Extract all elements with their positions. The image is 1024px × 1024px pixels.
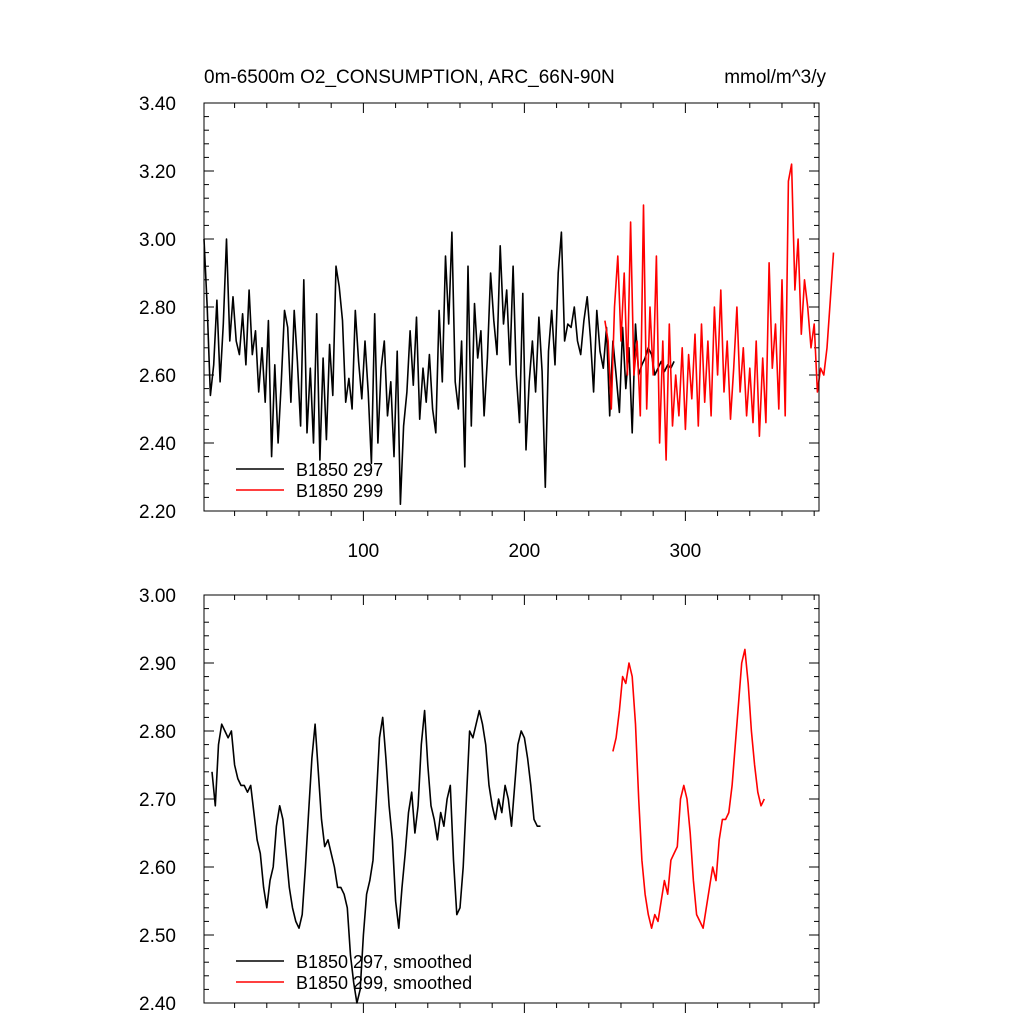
legend-label: B1850 299, smoothed xyxy=(296,973,472,993)
y-tick-label: 2.80 xyxy=(139,722,176,743)
top-plot-frame xyxy=(203,102,820,512)
y-tick-label: 3.00 xyxy=(139,586,176,607)
series-line xyxy=(604,163,835,461)
chart-top-panel: 0m-6500m O2_CONSUMPTION, ARC_66N-90N mmo… xyxy=(139,67,835,562)
legend-label: B1850 297 xyxy=(296,460,383,480)
legend-label: B1850 299 xyxy=(296,481,383,501)
chart-units-label: mmol/m^3/y xyxy=(724,67,826,88)
series-line xyxy=(211,709,541,1004)
y-tick-label: 2.40 xyxy=(139,994,176,1015)
x-tick-label: 100 xyxy=(348,541,380,562)
y-tick-label: 2.40 xyxy=(139,434,176,455)
y-tick-label: 3.40 xyxy=(139,94,176,115)
series-line xyxy=(203,231,675,506)
y-tick-label: 2.80 xyxy=(139,298,176,319)
series-line xyxy=(612,648,766,930)
y-tick-label: 3.00 xyxy=(139,230,176,251)
bottom-series-lines xyxy=(211,648,766,1004)
x-tick-label: 300 xyxy=(670,541,702,562)
y-tick-label: 2.60 xyxy=(139,858,176,879)
top-axes-ticks: 2.20 2.40 2.60 2.80 3.00 3.20 3.40 100 200 300 xyxy=(139,94,819,562)
y-tick-label: 2.60 xyxy=(139,366,176,387)
y-tick-label: 2.50 xyxy=(139,926,176,947)
legend-label: B1850 297, smoothed xyxy=(296,952,472,972)
y-tick-label: 2.20 xyxy=(139,502,176,523)
x-tick-label: 200 xyxy=(509,541,541,562)
y-tick-label: 2.90 xyxy=(139,654,176,675)
bottom-plot-frame xyxy=(203,594,820,1004)
bottom-axes-ticks: 2.40 2.50 2.60 2.70 2.80 2.90 3.00 xyxy=(139,586,819,1015)
top-series-lines xyxy=(203,163,835,506)
chart-title: 0m-6500m O2_CONSUMPTION, ARC_66N-90N xyxy=(204,67,615,88)
y-tick-label: 2.70 xyxy=(139,790,176,811)
y-tick-label: 3.20 xyxy=(139,162,176,183)
chart-bottom-panel: 2.40 2.50 2.60 2.70 2.80 2.90 3.00 B1850 297, … xyxy=(139,586,820,1015)
